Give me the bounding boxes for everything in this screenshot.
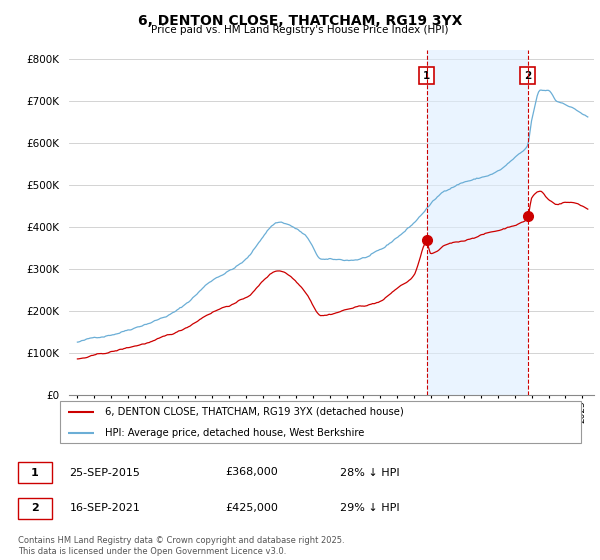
Text: Price paid vs. HM Land Registry's House Price Index (HPI): Price paid vs. HM Land Registry's House … xyxy=(151,25,449,35)
Text: Contains HM Land Registry data © Crown copyright and database right 2025.
This d: Contains HM Land Registry data © Crown c… xyxy=(18,536,344,556)
Text: 2: 2 xyxy=(524,71,531,81)
Text: £425,000: £425,000 xyxy=(225,503,278,513)
Text: 6, DENTON CLOSE, THATCHAM, RG19 3YX: 6, DENTON CLOSE, THATCHAM, RG19 3YX xyxy=(138,14,462,28)
Text: 6, DENTON CLOSE, THATCHAM, RG19 3YX (detached house): 6, DENTON CLOSE, THATCHAM, RG19 3YX (det… xyxy=(104,407,403,417)
Text: 1: 1 xyxy=(31,468,39,478)
FancyBboxPatch shape xyxy=(18,498,52,519)
FancyBboxPatch shape xyxy=(59,401,581,444)
Text: HPI: Average price, detached house, West Berkshire: HPI: Average price, detached house, West… xyxy=(104,428,364,438)
Text: 28% ↓ HPI: 28% ↓ HPI xyxy=(340,468,400,478)
Text: 29% ↓ HPI: 29% ↓ HPI xyxy=(340,503,400,513)
Text: 25-SEP-2015: 25-SEP-2015 xyxy=(70,468,140,478)
FancyBboxPatch shape xyxy=(18,462,52,483)
Text: 16-SEP-2021: 16-SEP-2021 xyxy=(70,503,140,513)
Text: 2: 2 xyxy=(31,503,39,513)
Bar xyxy=(427,50,527,395)
Text: 1: 1 xyxy=(423,71,430,81)
Text: £368,000: £368,000 xyxy=(225,468,278,478)
